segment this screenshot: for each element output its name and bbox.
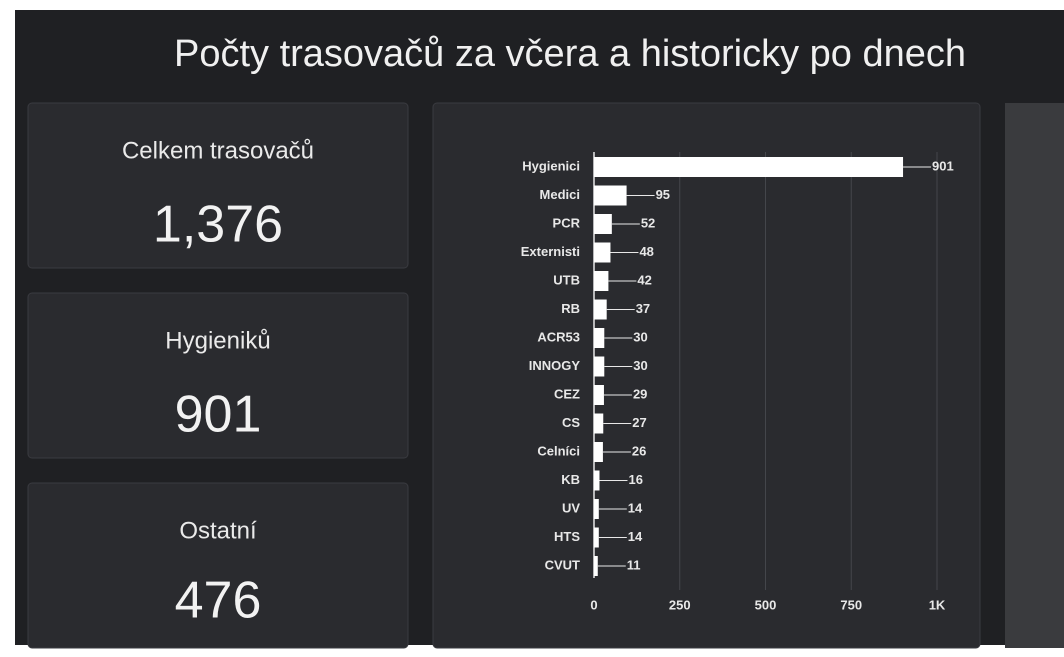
value-label: 901: [932, 158, 954, 173]
value-label: 14: [628, 529, 643, 544]
card-value: 901: [175, 386, 262, 444]
bar: [594, 185, 627, 206]
y-tick-label: INNOGY: [529, 358, 581, 373]
value-label: 42: [637, 272, 651, 287]
value-label: 52: [641, 215, 655, 230]
y-tick-label: Hygienici: [522, 158, 580, 173]
bar: [594, 242, 611, 263]
value-label: 26: [632, 443, 646, 458]
card-label: Celkem trasovačů: [122, 137, 314, 164]
y-tick-label: KB: [561, 472, 580, 487]
bar: [594, 385, 604, 405]
y-tick-label: Celníci: [537, 443, 580, 458]
y-tick-label: RB: [561, 301, 580, 316]
card-label: Ostatní: [179, 517, 257, 544]
y-tick-label: ACR53: [537, 329, 580, 344]
value-label: 95: [656, 187, 670, 202]
chart-card: [432, 102, 981, 649]
value-label: 30: [633, 329, 647, 344]
bar: [594, 556, 598, 576]
x-tick-label: 750: [840, 597, 862, 612]
value-label: 27: [632, 415, 646, 430]
y-tick-label: HTS: [554, 529, 580, 544]
side-panel: [1005, 103, 1064, 648]
y-tick-label: PCR: [553, 215, 581, 230]
card: [27, 102, 409, 269]
value-label: 14: [628, 500, 643, 515]
bar: [594, 356, 605, 377]
value-label: 16: [628, 472, 642, 487]
x-tick-label: 0: [590, 597, 597, 612]
card-label: Hygieniků: [165, 327, 270, 354]
value-label: 48: [639, 244, 653, 259]
bar: [594, 527, 599, 548]
bar: [594, 413, 604, 434]
plot: 0 250 500 750 1K Hygienici 901 Medici 95 PCR 52 Ext…: [521, 152, 954, 612]
bar: [594, 442, 603, 462]
y-tick-label: UV: [562, 500, 580, 515]
y-tick-label: Externisti: [521, 244, 580, 259]
card-value: 1,376: [153, 196, 283, 254]
bar: [594, 271, 609, 291]
card-value: 476: [175, 572, 262, 630]
y-tick-label: Medici: [540, 187, 580, 202]
card: [27, 292, 409, 459]
card: [27, 482, 409, 649]
bar: [594, 499, 599, 519]
bar: [594, 157, 904, 177]
x-tick-label: 250: [669, 597, 691, 612]
value-label: 11: [627, 557, 641, 572]
value-label: 37: [636, 301, 650, 316]
y-tick-label: CVUT: [545, 557, 580, 572]
dashboard-title: Počty trasovačů za včera a historicky po…: [174, 33, 966, 75]
y-tick-label: UTB: [553, 272, 580, 287]
bar: [594, 299, 607, 320]
x-tick-label: 1K: [929, 597, 946, 612]
bar: [594, 470, 600, 491]
x-tick-label: 500: [755, 597, 777, 612]
value-label: 29: [633, 386, 647, 401]
y-tick-label: CS: [562, 415, 580, 430]
bar: [594, 328, 605, 348]
value-label: 30: [633, 358, 647, 373]
y-tick-label: CEZ: [554, 386, 580, 401]
bar: [594, 214, 612, 234]
